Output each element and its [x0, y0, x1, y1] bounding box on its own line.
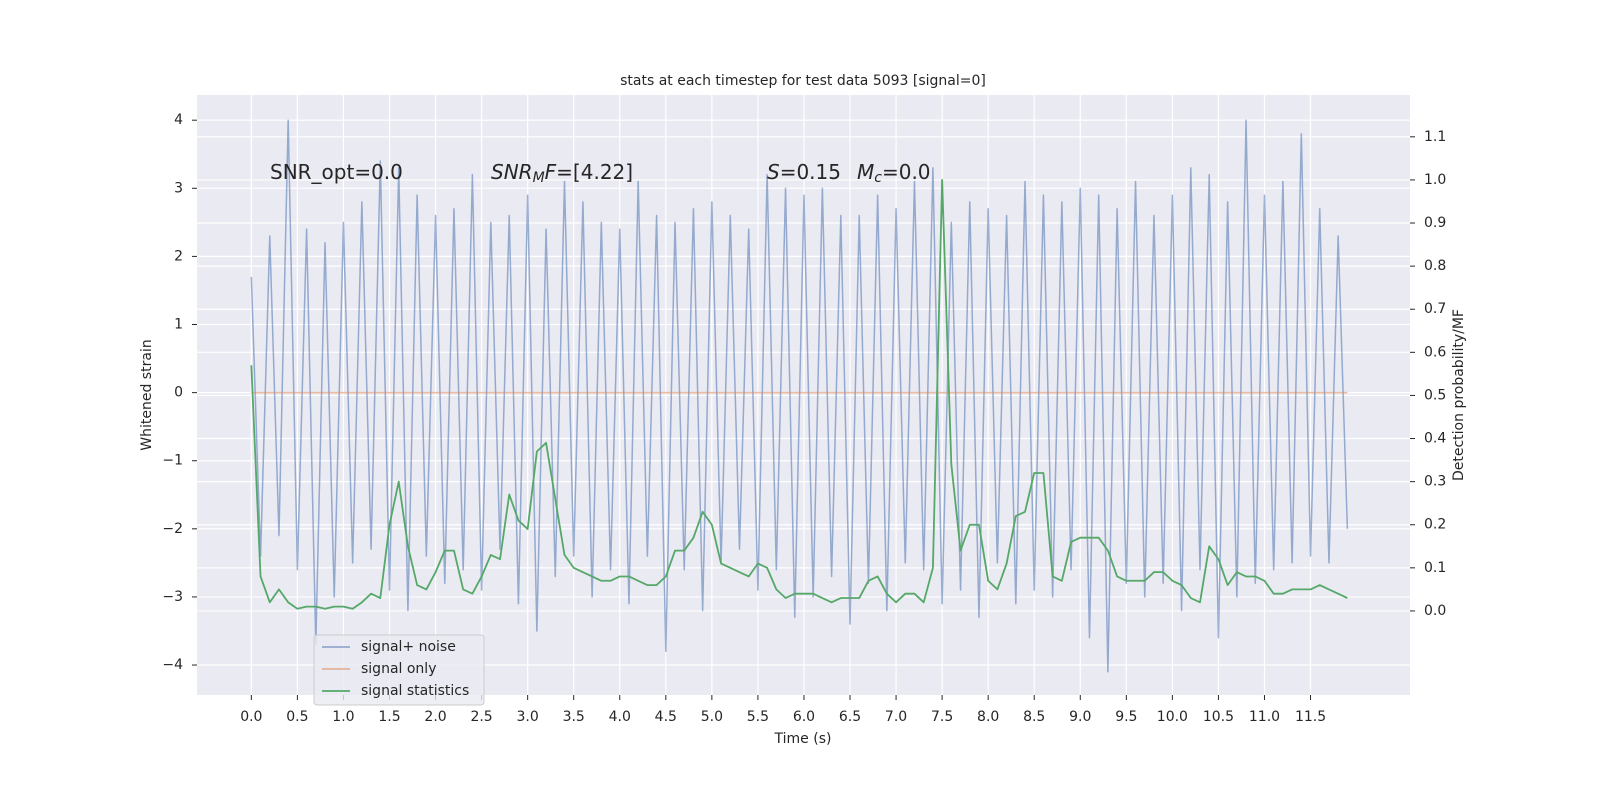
x-axis-label: Time (s): [774, 731, 832, 747]
x-tick-label: 7.0: [885, 709, 907, 725]
y-tick-label: 3: [174, 180, 183, 196]
x-tick-label: 0.0: [240, 709, 262, 725]
x-tick-label: 1.0: [332, 709, 354, 725]
y-tick-label: 2: [174, 248, 183, 264]
x-tick-label: 2.0: [424, 709, 446, 725]
x-tick-label: 2.5: [470, 709, 492, 725]
x-tick-label: 4.0: [609, 709, 631, 725]
legend-label: signal+ noise: [361, 639, 456, 655]
chart-title: stats at each timestep for test data 509…: [620, 73, 986, 89]
annotation: S=0.15 Mc=0.0: [767, 160, 931, 187]
x-tick-label: 10.5: [1203, 709, 1234, 725]
y2-tick-label: 0.9: [1424, 215, 1446, 231]
y2-tick-label: 1.1: [1424, 129, 1446, 145]
y-tick-label: 1: [174, 317, 183, 333]
y2-tick-label: 0.8: [1424, 258, 1446, 274]
x-tick-label: 8.5: [1023, 709, 1045, 725]
x-tick-label: 6.5: [839, 709, 861, 725]
legend-box: [313, 634, 485, 706]
x-tick-label: 5.5: [747, 709, 769, 725]
x-tick-label: 1.5: [378, 709, 400, 725]
y2-tick-label: 0.1: [1424, 560, 1446, 576]
y2-axis-label: Detection probability/MF: [1451, 309, 1467, 481]
y2-tick-label: 0.5: [1424, 387, 1446, 403]
y-axis-label: Whitened strain: [139, 339, 155, 450]
annotation-part: M: [533, 170, 545, 186]
y2-tick-label: 0.0: [1424, 603, 1446, 619]
series-line: [250, 119, 1349, 673]
y-tick-label: −1: [162, 453, 183, 469]
annotation-part: F: [545, 160, 557, 184]
annotation: SNR_opt=0.0: [270, 160, 403, 184]
grid: [197, 95, 1410, 695]
x-tick-label: 4.5: [655, 709, 677, 725]
annotation-part: S: [767, 160, 780, 184]
x-tick-label: 8.0: [977, 709, 999, 725]
y-tick-label: −3: [162, 589, 183, 605]
x-tick-label: 0.5: [286, 709, 308, 725]
annotation: SNRMF=[4.22]: [491, 160, 633, 187]
y2-tick-label: 0.2: [1424, 517, 1446, 533]
annotation-part: =0.0: [882, 160, 931, 184]
x-tick-label: 6.0: [793, 709, 815, 725]
y-tick-label: −2: [162, 521, 183, 537]
y2-tick-label: 0.7: [1424, 301, 1446, 317]
annotation-part: =0.15: [780, 160, 841, 184]
legend-label: signal only: [361, 661, 436, 677]
annotation-part: =[4.22]: [556, 160, 633, 184]
x-tick-label: 3.0: [517, 709, 539, 725]
annotation-part: M: [857, 160, 874, 184]
x-tick-label: 3.5: [563, 709, 585, 725]
annotation-part: SNR_opt=0.0: [270, 160, 403, 184]
x-tick-label: 9.5: [1115, 709, 1137, 725]
y-tick-label: 0: [174, 385, 183, 401]
y2-tick-label: 0.4: [1424, 431, 1446, 447]
legend-label: signal statistics: [361, 683, 469, 699]
y2-tick-label: 1.0: [1424, 172, 1446, 188]
y-tick-label: −4: [162, 657, 183, 673]
annotation-part: c: [874, 170, 882, 186]
x-tick-label: 9.0: [1069, 709, 1091, 725]
marks: [250, 119, 1349, 673]
x-tick-label: 11.5: [1295, 709, 1326, 725]
x-tick-label: 10.0: [1157, 709, 1188, 725]
annotation-part: SNR: [491, 160, 533, 184]
x-tick-label: 11.0: [1249, 709, 1280, 725]
y-tick-label: 4: [174, 112, 183, 128]
series-line: [250, 179, 1348, 610]
x-tick-label: 7.5: [931, 709, 953, 725]
x-tick-label: 5.0: [701, 709, 723, 725]
y2-tick-label: 0.6: [1424, 344, 1446, 360]
overlay: 0.0 0.5 1.0 1.5 2.0 2.5 3.0 3.5 4.0 4.5 5.0 5.5 6.0 6…: [162, 112, 1446, 725]
y2-tick-label: 0.3: [1424, 474, 1446, 490]
